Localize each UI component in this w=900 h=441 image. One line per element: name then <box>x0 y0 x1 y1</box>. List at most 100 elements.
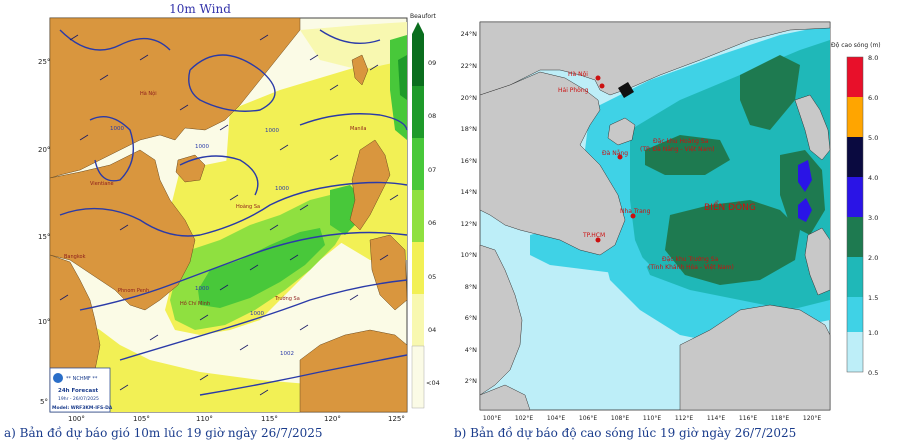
forecast-org: ** NCHMF ** <box>66 376 98 382</box>
isobar-lines <box>59 29 408 396</box>
wind-map-lat-labels: 25° 20° 15° 10° 5° <box>38 58 50 406</box>
wind-map-svg: 1000 1000 1000 1000 1000 1000 1002 Hà Nộ… <box>38 13 440 423</box>
colorbar-label: 06 <box>428 219 436 227</box>
city-label: Hải Phòng <box>558 87 589 94</box>
colorbar-segment <box>847 297 863 332</box>
lon-label: 100°E <box>483 415 501 422</box>
colorbar-label: 04 <box>428 326 436 334</box>
wave-map-cities: Hà Nội Hải Phòng Đà Nẵng Nha Trang TP.HC… <box>558 71 651 243</box>
colorbar-segment <box>847 177 863 217</box>
lat-label: 25° <box>38 58 50 66</box>
colorbar-label: 09 <box>428 59 436 67</box>
wave-height-colorbar: Độ cao sóng (m) 8.0 6.0 5.0 4.0 3.0 2.0 … <box>831 42 881 377</box>
lat-label: 10°N <box>461 251 478 259</box>
colorbar-label: 8.0 <box>868 54 878 62</box>
lat-label: 2°N <box>465 377 477 385</box>
isobar-labels: 1000 1000 1000 1000 1000 1000 1002 <box>110 126 294 357</box>
lat-label: 20°N <box>461 94 478 102</box>
lon-label: 120° <box>324 415 341 423</box>
wave-map-lon-labels: 100°E 102°E 104°E 106°E 108°E 110°E 112°… <box>483 415 821 422</box>
place-label: Bangkok <box>64 254 86 260</box>
colorbar-label: 1.5 <box>868 294 878 302</box>
colorbar-label: 5.0 <box>868 134 878 142</box>
lon-label: 112°E <box>675 415 693 422</box>
colorbar-segment <box>412 190 424 242</box>
colorbar-segment <box>412 294 424 346</box>
isobar-label: 1000 <box>195 286 209 292</box>
forecast-model: Model: WRF3KM-IFS-DA <box>52 405 113 411</box>
wind-forecast-map-panel: 10m Wind <box>38 2 440 423</box>
lon-label: 125° <box>388 415 405 423</box>
colorbar-label: 3.0 <box>868 214 878 222</box>
city-marker <box>599 83 605 89</box>
colorbar-label: 07 <box>428 166 436 174</box>
lon-label: 114°E <box>707 415 725 422</box>
place-label: Phnom Penh <box>118 288 149 294</box>
isobar-label: 1002 <box>280 351 294 357</box>
wind-barbs <box>59 34 399 396</box>
forecast-type: 24h Forecast <box>58 388 98 394</box>
colorbar-segment <box>847 332 863 372</box>
colorbar-label: 2.0 <box>868 254 878 262</box>
place-label: Hà Nội <box>140 90 157 97</box>
place-label: Hồ Chí Minh <box>180 299 210 307</box>
lat-label: 16°N <box>461 157 478 165</box>
wave-map-land <box>479 21 831 411</box>
city-label: Đà Nẵng <box>602 150 628 157</box>
caption-left: a) Bản đồ dự báo gió 10m lúc 19 giờ ngày… <box>4 426 323 440</box>
colorbar-arrow <box>412 22 424 34</box>
lon-label: 115° <box>261 415 278 423</box>
lon-label: 106°E <box>579 415 597 422</box>
colorbar-segment <box>412 242 424 294</box>
isobar-label: 1000 <box>110 126 124 132</box>
lon-label: 108°E <box>611 415 629 422</box>
city-label: Hà Nội <box>568 71 588 78</box>
city-label: TP.HCM <box>582 232 605 239</box>
wave-map-annotations: Đặc khu Hoàng Sa (TP. Đà Nẵng - Việt Nam… <box>640 138 756 271</box>
place-label: Hoàng Sa <box>236 203 260 210</box>
lat-label: 14°N <box>461 188 478 196</box>
lat-label: 6°N <box>465 314 477 322</box>
lat-label: 24°N <box>461 30 478 38</box>
isobar-label: 1000 <box>250 311 264 317</box>
wind-map-lon-labels: 100° 105° 110° 115° 120° 125° <box>68 415 405 423</box>
colorbar-label: 05 <box>428 273 436 281</box>
place-label: Manila <box>350 126 366 132</box>
lon-label: 100° <box>68 415 85 423</box>
isobar-label: 1000 <box>265 128 279 134</box>
wave-height-map-panel: Hà Nội Hải Phòng Đà Nẵng Nha Trang TP.HC… <box>450 0 900 441</box>
caption-right: b) Bản đồ dự báo độ cao sóng lúc 19 giờ … <box>454 426 797 440</box>
coastal-marker <box>618 82 634 98</box>
colorbar-label: 6.0 <box>868 94 878 102</box>
colorbar-title: Độ cao sóng (m) <box>831 42 881 49</box>
colorbar-segment <box>847 257 863 297</box>
colorbar-segment <box>847 217 863 257</box>
truong-sa-label: Đặc khu Trường Sa <box>662 256 719 263</box>
lon-label: 110° <box>196 415 213 423</box>
lat-label: 20° <box>38 146 50 154</box>
colorbar-label: 0.5 <box>868 369 878 377</box>
forecast-info-box: ** NCHMF ** 24h Forecast 19hr - 26/07/20… <box>49 367 113 413</box>
place-label: Vientiane <box>90 181 114 187</box>
lat-label: 18°N <box>461 125 478 133</box>
wave-map-lat-labels: 24°N 22°N 20°N 18°N 16°N 14°N 12°N 10°N … <box>461 30 478 385</box>
lat-label: 10° <box>38 318 50 326</box>
place-label: Trường Sa <box>274 295 300 302</box>
lon-label: 110°E <box>643 415 661 422</box>
city-marker <box>617 154 623 160</box>
colorbar-segment <box>412 138 424 190</box>
colorbar-label: <04 <box>426 379 440 387</box>
nchmf-logo <box>53 373 63 383</box>
lon-label: 104°E <box>547 415 565 422</box>
city-marker <box>630 213 636 219</box>
lat-label: 5° <box>40 398 48 406</box>
isobar-label: 1000 <box>195 144 209 150</box>
lat-label: 4°N <box>465 346 477 354</box>
hoang-sa-sub-label: (TP. Đà Nẵng - Việt Nam) <box>640 146 714 153</box>
colorbar-label: 08 <box>428 112 436 120</box>
colorbar-segment <box>412 34 424 86</box>
colorbar-segment <box>847 137 863 177</box>
city-marker <box>595 75 601 81</box>
sea-name-label: BIỂN ĐÔNG <box>704 200 756 213</box>
colorbar-label: 1.0 <box>868 329 878 337</box>
